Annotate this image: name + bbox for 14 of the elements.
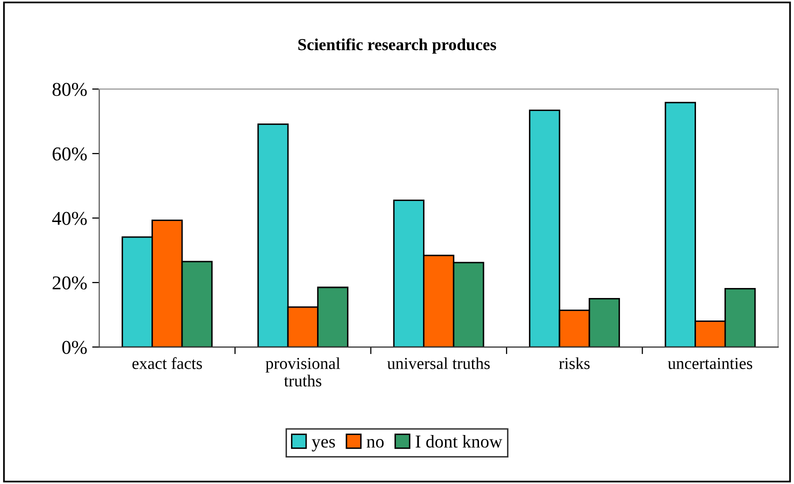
y-tick-label: 0% <box>62 340 87 354</box>
y-tick-label: 20% <box>52 276 87 290</box>
x-tick-label: risks <box>559 357 590 370</box>
legend-label: yes <box>312 438 335 452</box>
y-tick-label: 40% <box>52 212 87 226</box>
x-tick-label: provisional truths <box>266 357 340 387</box>
legend-label: I dont know <box>416 434 502 448</box>
legend-label: no <box>366 438 384 448</box>
x-tick-label: uncertainties <box>668 358 752 370</box>
x-tick-label: universal truths <box>387 357 490 370</box>
y-tick-label: 80% <box>52 82 87 96</box>
chart-title: Scientific research produces <box>298 38 496 54</box>
x-tick-label: exact facts <box>132 357 202 370</box>
y-tick-label: 60% <box>52 147 87 161</box>
